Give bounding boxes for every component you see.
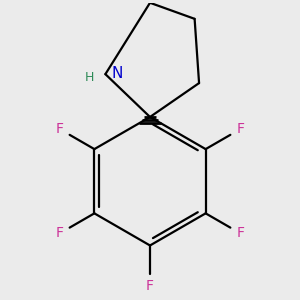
- Text: F: F: [236, 122, 244, 136]
- Text: F: F: [56, 122, 64, 136]
- Text: H: H: [85, 71, 94, 84]
- Text: F: F: [56, 226, 64, 240]
- Text: N: N: [112, 66, 123, 81]
- Text: F: F: [146, 279, 154, 292]
- Text: F: F: [236, 226, 244, 240]
